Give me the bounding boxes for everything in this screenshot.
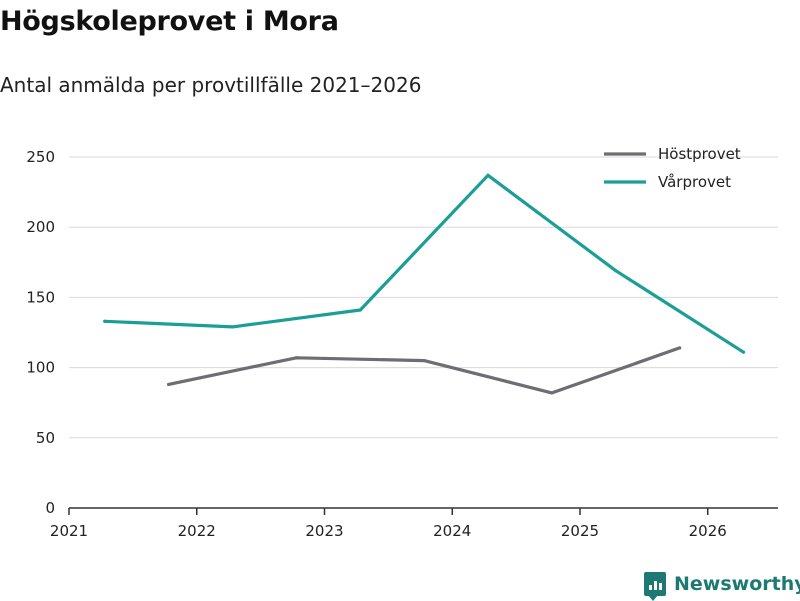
data-point — [167, 382, 171, 387]
legend-label: Höstprovet — [658, 145, 741, 163]
x-tick-label: 2021 — [50, 522, 88, 540]
axes: 0 50 100 150 200 250 2021 2022 2023 2024 2025 2026 — [26, 148, 778, 540]
data-point — [230, 325, 235, 329]
legend: Höstprovet Vårprovet — [604, 145, 741, 191]
data-point — [550, 391, 554, 395]
y-tick-label: 100 — [26, 359, 55, 377]
x-tick-label: 2025 — [561, 522, 599, 540]
y-tick-label: 50 — [36, 429, 55, 447]
data-point — [422, 358, 426, 363]
y-tick-label: 200 — [26, 218, 55, 236]
data-point — [614, 269, 618, 273]
series-line-hostprovet — [167, 346, 682, 395]
grid-lines — [69, 156, 778, 439]
legend-label: Vårprovet — [658, 173, 731, 191]
newsworthy-brand: Newsworthy — [644, 570, 800, 601]
data-point — [103, 319, 107, 323]
chart-subtitle: Antal anmälda per provtillfälle 2021–202… — [0, 73, 422, 97]
data-point — [294, 356, 298, 360]
newsworthy-logo-icon — [644, 572, 666, 601]
y-tick-label: 150 — [26, 288, 55, 306]
y-tick-label: 0 — [45, 499, 55, 517]
brand-name: Newsworthy — [674, 573, 800, 595]
x-tick-label: 2023 — [305, 522, 343, 540]
series-lines — [103, 173, 746, 395]
y-tick-label: 250 — [26, 148, 55, 166]
data-point — [741, 350, 746, 354]
x-tick-label: 2022 — [178, 522, 216, 540]
data-point — [358, 308, 362, 312]
data-point — [678, 346, 682, 350]
x-tick-label: 2024 — [433, 522, 471, 540]
chart-title: Högskoleprovet i Mora — [0, 6, 339, 37]
series-line-varprovet — [103, 173, 746, 354]
data-point — [486, 173, 490, 177]
x-tick-label: 2026 — [689, 522, 727, 540]
